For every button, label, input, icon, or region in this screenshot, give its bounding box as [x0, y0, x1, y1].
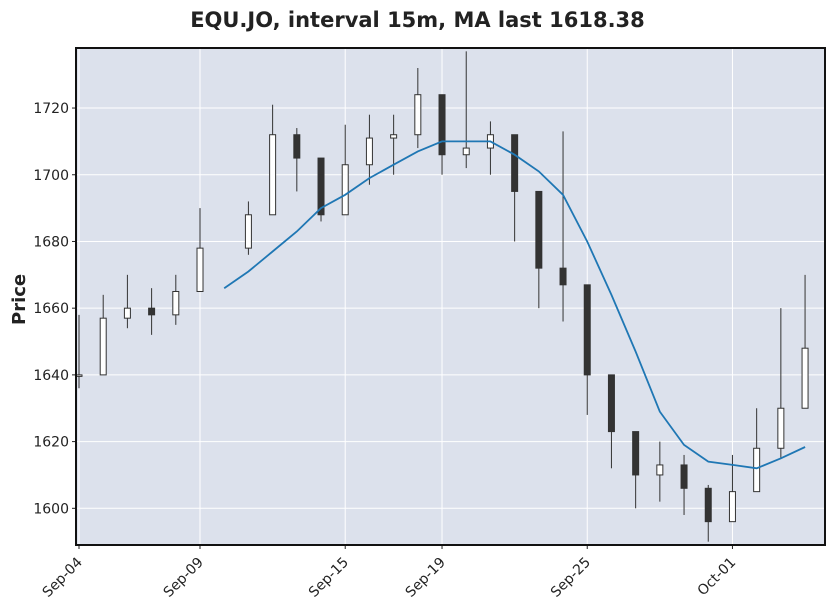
candle-body	[801, 347, 809, 409]
candle-body	[317, 157, 325, 216]
x-tick-label: Sep-09	[161, 555, 207, 601]
candle-body	[728, 491, 736, 523]
x-tick-label: Sep-25	[548, 555, 594, 601]
candle-body	[511, 134, 519, 192]
candle-body	[777, 407, 785, 449]
candle-body	[293, 134, 301, 159]
candle-body	[269, 134, 277, 216]
candle-body	[632, 431, 640, 476]
candle-body	[123, 307, 131, 319]
y-tick-label: 1680	[33, 234, 69, 250]
ma-line	[223, 140, 806, 470]
candle-body	[414, 94, 422, 136]
candle-body	[559, 267, 567, 286]
x-tick-label: Sep-19	[403, 555, 449, 601]
x-tick-label: Sep-15	[306, 555, 352, 601]
y-tick-label: 1700	[33, 168, 69, 184]
candle-body	[196, 247, 204, 292]
candle-body	[680, 464, 688, 489]
candle-body	[583, 284, 591, 376]
y-tick-label: 1660	[33, 301, 69, 317]
y-tick-label: 1600	[33, 501, 69, 517]
x-tick-label: Sep-04	[40, 554, 86, 600]
plot-frame	[75, 47, 826, 546]
candle-body	[390, 134, 398, 139]
candle-body	[172, 290, 180, 316]
candle-body	[753, 447, 761, 493]
plot-area	[76, 48, 825, 545]
candle-body	[148, 307, 156, 316]
candle-body	[99, 317, 107, 376]
y-tick-label: 1640	[33, 368, 69, 384]
candle-body	[244, 214, 252, 249]
candle-body	[607, 374, 615, 433]
chart-title: EQU.JO, interval 15m, MA last 1618.38	[190, 8, 645, 32]
candle-body	[704, 487, 712, 523]
candle-body	[656, 464, 664, 476]
candle-body	[341, 164, 349, 216]
candle-body	[535, 190, 543, 269]
candle-body	[438, 94, 446, 156]
y-tick-label: 1720	[33, 101, 69, 117]
x-tick-label: Oct-01	[695, 555, 740, 600]
y-tick-label: 1620	[33, 435, 69, 451]
candle-body	[365, 137, 373, 166]
candle-body	[462, 147, 470, 156]
